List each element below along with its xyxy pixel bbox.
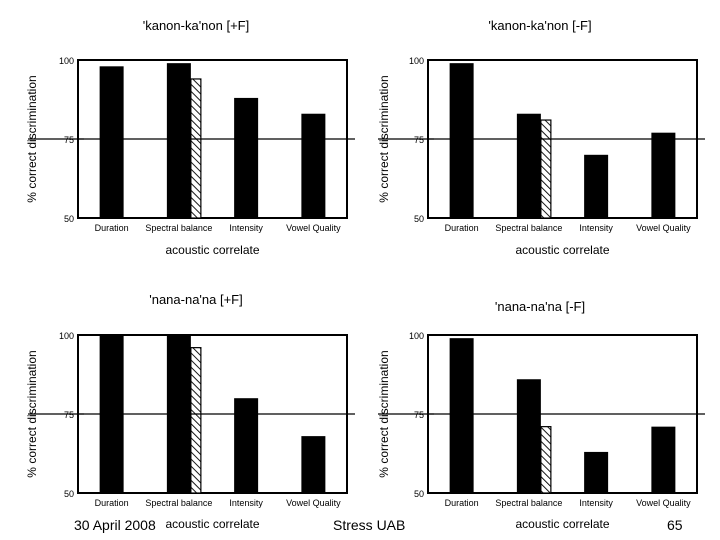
bar-solid <box>301 113 326 218</box>
bar-solid <box>516 113 541 218</box>
x-tick-label: Duration <box>445 498 479 508</box>
y-tick-label: 50 <box>64 214 74 224</box>
bar-solid <box>584 451 609 493</box>
x-tick-label: Intensity <box>579 223 613 233</box>
y-tick-label: 50 <box>414 214 424 224</box>
bar-hatched <box>540 426 552 494</box>
bar-solid <box>449 338 474 493</box>
y-tick-label: 50 <box>414 489 424 499</box>
x-tick-label: Spectral balance <box>145 223 212 233</box>
y-tick-label: 100 <box>59 331 74 341</box>
x-tick-label: Vowel Quality <box>286 223 341 233</box>
x-tick-label: Spectral balance <box>145 498 212 508</box>
y-tick-label: 50 <box>64 489 74 499</box>
x-tick-label: Intensity <box>229 223 263 233</box>
x-tick-label: Duration <box>95 498 129 508</box>
bar-hatched <box>190 347 202 494</box>
y-tick-label: 100 <box>59 56 74 66</box>
y-tick-label: 75 <box>64 410 74 420</box>
footer-center-text: Stress UAB <box>333 517 406 533</box>
bar-solid <box>651 426 676 493</box>
y-tick-label: 100 <box>409 56 424 66</box>
bar-hatched <box>540 119 552 219</box>
chart-title: 'kanon-ka'non [+F] <box>143 18 250 33</box>
x-tick-label: Duration <box>95 223 129 233</box>
bar-solid <box>234 97 259 218</box>
bar-solid <box>651 132 676 218</box>
bar-hatched <box>190 78 202 219</box>
x-tick-label: Intensity <box>579 498 613 508</box>
footer-date: 30 April 2008 <box>74 517 156 533</box>
bar-solid <box>516 379 541 493</box>
bar-solid <box>166 63 191 218</box>
chart-title: 'kanon-ka'non [-F] <box>488 18 591 33</box>
x-axis-label: acoustic correlate <box>515 243 609 257</box>
bar-solid <box>584 154 609 218</box>
x-tick-label: Vowel Quality <box>636 223 691 233</box>
bar-solid <box>234 398 259 493</box>
x-axis-label: acoustic correlate <box>165 517 259 531</box>
x-tick-label: Vowel Quality <box>636 498 691 508</box>
x-tick-label: Vowel Quality <box>286 498 341 508</box>
bar-solid <box>99 66 124 218</box>
x-tick-label: Spectral balance <box>495 498 562 508</box>
x-axis-label: acoustic correlate <box>165 243 259 257</box>
y-tick-label: 100 <box>409 331 424 341</box>
chart-title: 'nana-na'na [-F] <box>495 299 585 314</box>
bar-solid <box>449 63 474 218</box>
y-tick-label: 75 <box>64 135 74 145</box>
y-tick-label: 75 <box>414 135 424 145</box>
x-tick-label: Intensity <box>229 498 263 508</box>
chart-title: 'nana-na'na [+F] <box>149 292 243 307</box>
x-axis-label: acoustic correlate <box>515 517 609 531</box>
y-tick-label: 75 <box>414 410 424 420</box>
x-tick-label: Spectral balance <box>495 223 562 233</box>
bar-solid <box>301 436 326 493</box>
x-tick-label: Duration <box>445 223 479 233</box>
page-number: 65 <box>667 517 683 533</box>
